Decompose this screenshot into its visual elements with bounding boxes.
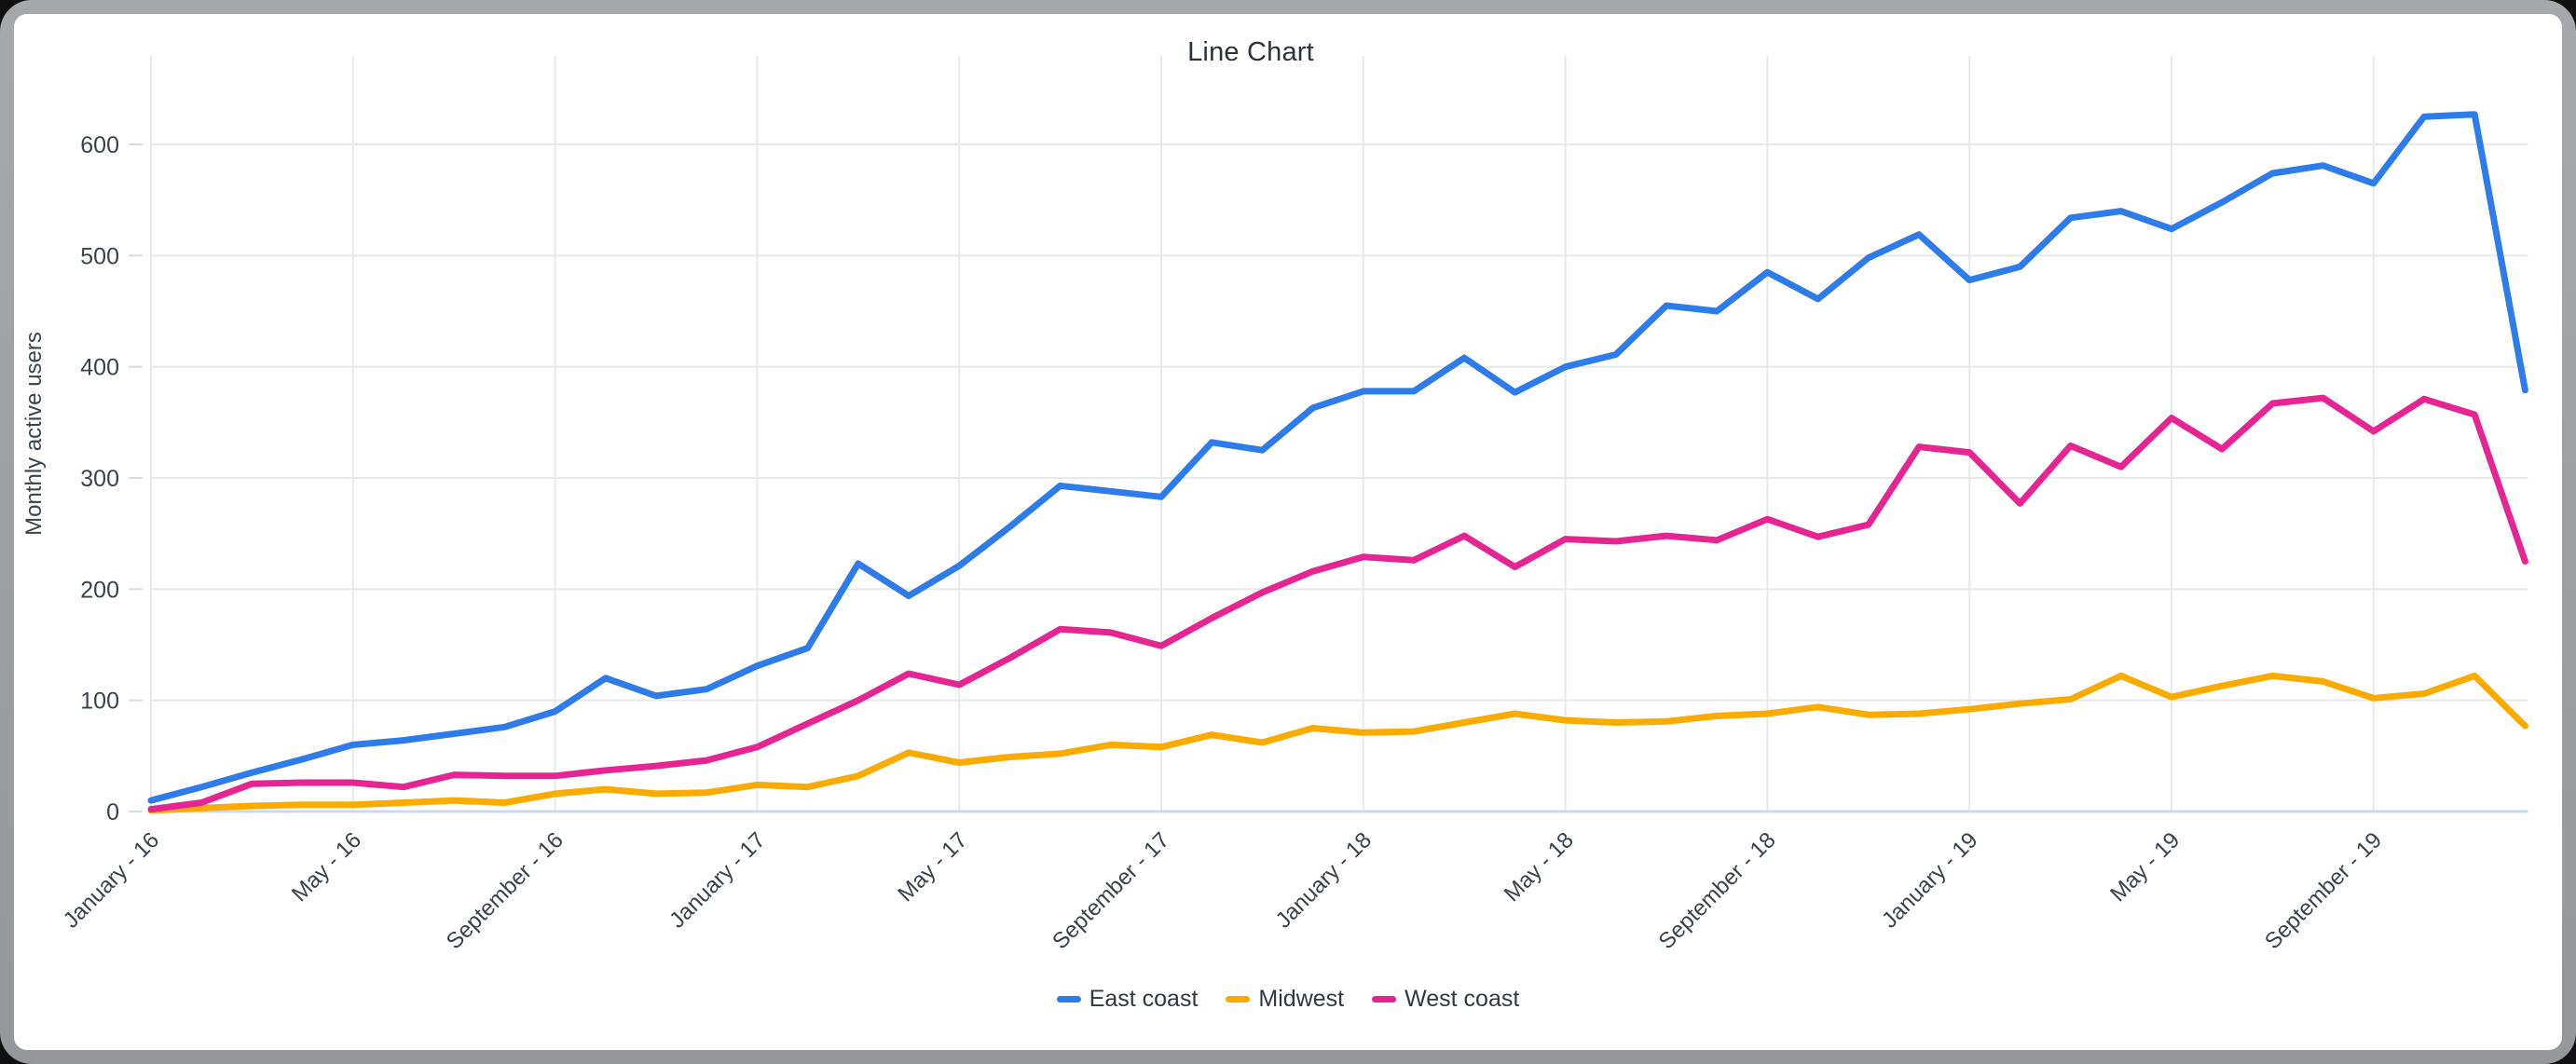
legend-label: East coast [1089,986,1199,1012]
x-tick-label: January - 17 [665,827,770,933]
y-tick-label: 0 [106,799,119,825]
x-tick-label: January - 16 [59,827,164,933]
x-tick-label: May - 17 [893,827,972,907]
series-line-west-coast [147,394,2528,813]
legend-item-east-coast[interactable]: East coast [1056,986,1199,1013]
y-tick-label: 300 [80,466,119,492]
x-tick-label: September - 16 [442,827,569,954]
series-line-east-coast [147,111,2528,804]
y-axis-title: Monthly active users [21,332,47,536]
legend-dash-icon [1056,996,1081,1003]
legend-dash-icon [1372,996,1397,1003]
y-tick-label: 600 [80,132,119,158]
x-tick-label: September - 19 [2260,827,2387,954]
x-tick-label: September - 18 [1654,827,1781,954]
legend-dash-icon [1226,996,1251,1003]
legend: East coast Midwest West coast [0,986,2576,1013]
y-tick-label: 400 [80,355,119,381]
chart-title: Line Chart [1187,37,1314,67]
chart-card [14,14,2562,1050]
y-tick-label: 100 [80,689,119,715]
x-tick-label: January - 18 [1271,827,1377,933]
y-tick-label: 200 [80,577,119,603]
x-tick-label: May - 18 [1500,827,1579,907]
x-tick-label: May - 16 [287,827,366,907]
x-tick-label: September - 17 [1048,827,1174,954]
legend-label: Midwest [1258,986,1345,1012]
series-line-midwest [147,672,2528,814]
y-tick-label: 500 [80,243,119,269]
legend-label: West coast [1404,986,1520,1012]
x-tick-label: May - 19 [2105,827,2185,907]
x-tick-label: January - 19 [1877,827,1982,933]
legend-item-midwest[interactable]: Midwest [1226,986,1344,1013]
legend-item-west-coast[interactable]: West coast [1372,986,1519,1013]
